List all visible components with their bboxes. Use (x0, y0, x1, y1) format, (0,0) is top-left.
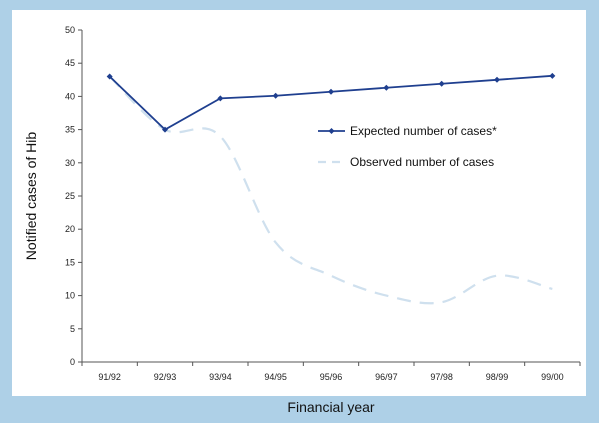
x-tick-label: 99/00 (541, 372, 564, 382)
x-tick-label: 94/95 (264, 372, 287, 382)
legend-label-expected: Expected number of cases* (350, 124, 497, 138)
x-tick-label: 91/92 (98, 372, 121, 382)
y-tick-label: 25 (65, 191, 75, 201)
data-point-expected (549, 72, 556, 79)
x-tick-label: 93/94 (209, 372, 232, 382)
y-tick-label: 0 (70, 357, 75, 367)
chart-panel (12, 10, 586, 396)
data-point-expected (272, 92, 279, 99)
x-axis-ticks: 91/92 92/93 93/94 94/95 95/96 96/97 97/98 98/99… (81, 362, 581, 382)
y-axis-title: Notified cases of Hib (23, 132, 39, 261)
data-point-expected (328, 88, 334, 95)
y-tick-label: 30 (65, 158, 75, 168)
y-tick-label: 35 (65, 125, 75, 135)
y-tick-label: 40 (65, 91, 75, 101)
y-tick-label: 45 (65, 58, 75, 68)
y-tick-label: 20 (65, 224, 75, 234)
legend-label-observed: Observed number of cases (350, 155, 494, 169)
y-tick-label: 15 (65, 257, 75, 267)
y-tick-label: 50 (65, 25, 75, 35)
y-axis-ticks: 0 5 10 15 20 25 30 35 40 45 50 (65, 25, 82, 367)
y-tick-label: 10 (65, 291, 75, 301)
x-tick-label: 96/97 (375, 372, 398, 382)
x-tick-label: 97/98 (430, 372, 453, 382)
data-point-expected (383, 84, 390, 91)
data-point-expected (494, 76, 500, 83)
x-tick-label: 98/99 (486, 372, 509, 382)
data-point-expected (106, 73, 113, 80)
data-point-expected (162, 126, 168, 133)
data-point-expected (217, 95, 224, 102)
x-tick-label: 92/93 (154, 372, 177, 382)
series-line-expected (109, 74, 553, 131)
legend: Expected number of cases* Observed numbe… (318, 124, 497, 169)
x-tick-label: 95/96 (320, 372, 343, 382)
data-point-expected (438, 80, 445, 87)
legend-marker-expected (328, 128, 335, 134)
x-axis-title: Financial year (287, 399, 374, 415)
series-layer (106, 72, 556, 305)
series-line-observed (108, 75, 553, 305)
y-tick-label: 5 (70, 324, 75, 334)
